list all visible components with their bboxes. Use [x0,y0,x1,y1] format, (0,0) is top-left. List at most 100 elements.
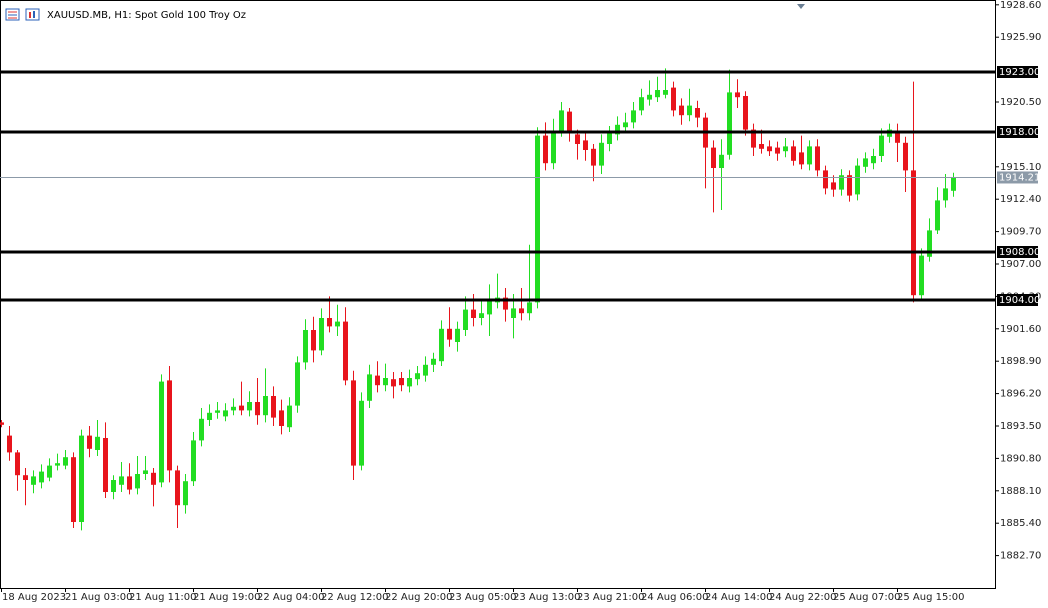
candle-body [23,475,28,480]
candle-body [879,135,884,156]
candle-body [447,328,452,340]
price-label: 1914.21 [999,172,1040,183]
candle-body [655,90,660,98]
candle-body [87,435,92,449]
candle-body [583,140,588,150]
candle-body [615,124,620,135]
candle-body [847,175,852,196]
candle-body [199,418,204,441]
candle-body [223,410,228,417]
candle-body [503,297,508,310]
candle-body [535,135,540,303]
candle-body [807,146,812,165]
candle-body [455,328,460,342]
y-tick-label: 1920.50 [1000,97,1041,108]
candle-body [79,435,84,522]
x-tick-label: 25 Aug 15:00 [897,592,964,603]
candle-body [391,379,396,387]
candle-body [783,146,788,152]
candle-body [151,472,156,485]
candle-body [311,330,316,351]
candle-body [431,358,436,365]
candle-body [463,309,468,330]
x-tick-label: 22 Aug 20:00 [385,592,452,603]
y-tick-label: 1882.70 [1000,551,1041,562]
icon-bar [33,11,35,18]
candle-body [71,457,76,522]
candle-body [719,154,724,168]
x-tick-label: 23 Aug 21:00 [577,592,644,603]
candle-body [335,321,340,327]
candle-body [319,318,324,351]
y-tick-label: 1896.20 [1000,389,1041,400]
candle-body [31,476,36,485]
candle-body [743,96,748,130]
level-label: 1918.00 [999,127,1040,138]
x-tick-label: 24 Aug 22:00 [769,592,836,603]
y-tick-label: 1893.50 [1000,421,1041,432]
candle-body [863,158,868,167]
y-tick-label: 1901.60 [1000,324,1041,335]
candle-body [767,146,772,152]
candle-body [711,147,716,168]
level-label: 1923.00 [999,67,1040,78]
candle-body [343,321,348,381]
candle-body [239,405,244,411]
candle-body [351,380,356,466]
candle-body [55,463,60,466]
candle-body [951,177,956,191]
candle-body [127,476,132,490]
candle-body [919,255,924,296]
candle-body [631,110,636,123]
candle-body [727,92,732,155]
level-label-bg [997,126,1038,138]
candle-body [175,470,180,506]
candle-body [671,87,676,111]
candle-body [415,373,420,380]
candle-body [487,300,492,315]
y-tick-label: 1888.10 [1000,486,1041,497]
candle-body [407,378,412,387]
candle-body [679,105,684,116]
candle-body [375,375,380,386]
shift-marker [797,4,805,9]
x-tick-label: 24 Aug 14:00 [705,592,772,603]
candle-body [831,182,836,190]
candle-body [911,170,916,296]
candle-body [7,435,12,453]
x-tick-label: 21 Aug 11:00 [129,592,196,603]
candle-body [95,436,100,450]
candle-body [559,110,564,131]
candle-body [775,147,780,154]
candle-body [567,111,572,134]
candle-body [119,476,124,485]
x-tick-label: 21 Aug 19:00 [193,592,260,603]
candle-body [623,122,628,128]
x-tick-label: 24 Aug 06:00 [641,592,708,603]
icon-chart [25,8,40,21]
candle-body [39,471,44,483]
candle-body [439,328,444,362]
y-tick-label: 1912.40 [1000,194,1041,205]
level-label-bg [997,66,1038,78]
candle-body [295,362,300,406]
candle-body [111,480,116,492]
candle-body [639,97,644,111]
candle-body [591,148,596,166]
candle-body [903,142,908,171]
x-tick-label: 23 Aug 05:00 [449,592,516,603]
candle-body [143,470,148,474]
candle-body [471,309,476,318]
candle-body [663,90,668,95]
candle-body [551,130,556,164]
level-label-bg [997,294,1038,306]
candle-body [575,134,580,144]
candle-body [159,381,164,483]
candle-body [815,146,820,171]
candle-body [519,308,524,314]
level-label-bg [997,246,1038,258]
candle-body [935,200,940,231]
candle-body [247,402,252,411]
